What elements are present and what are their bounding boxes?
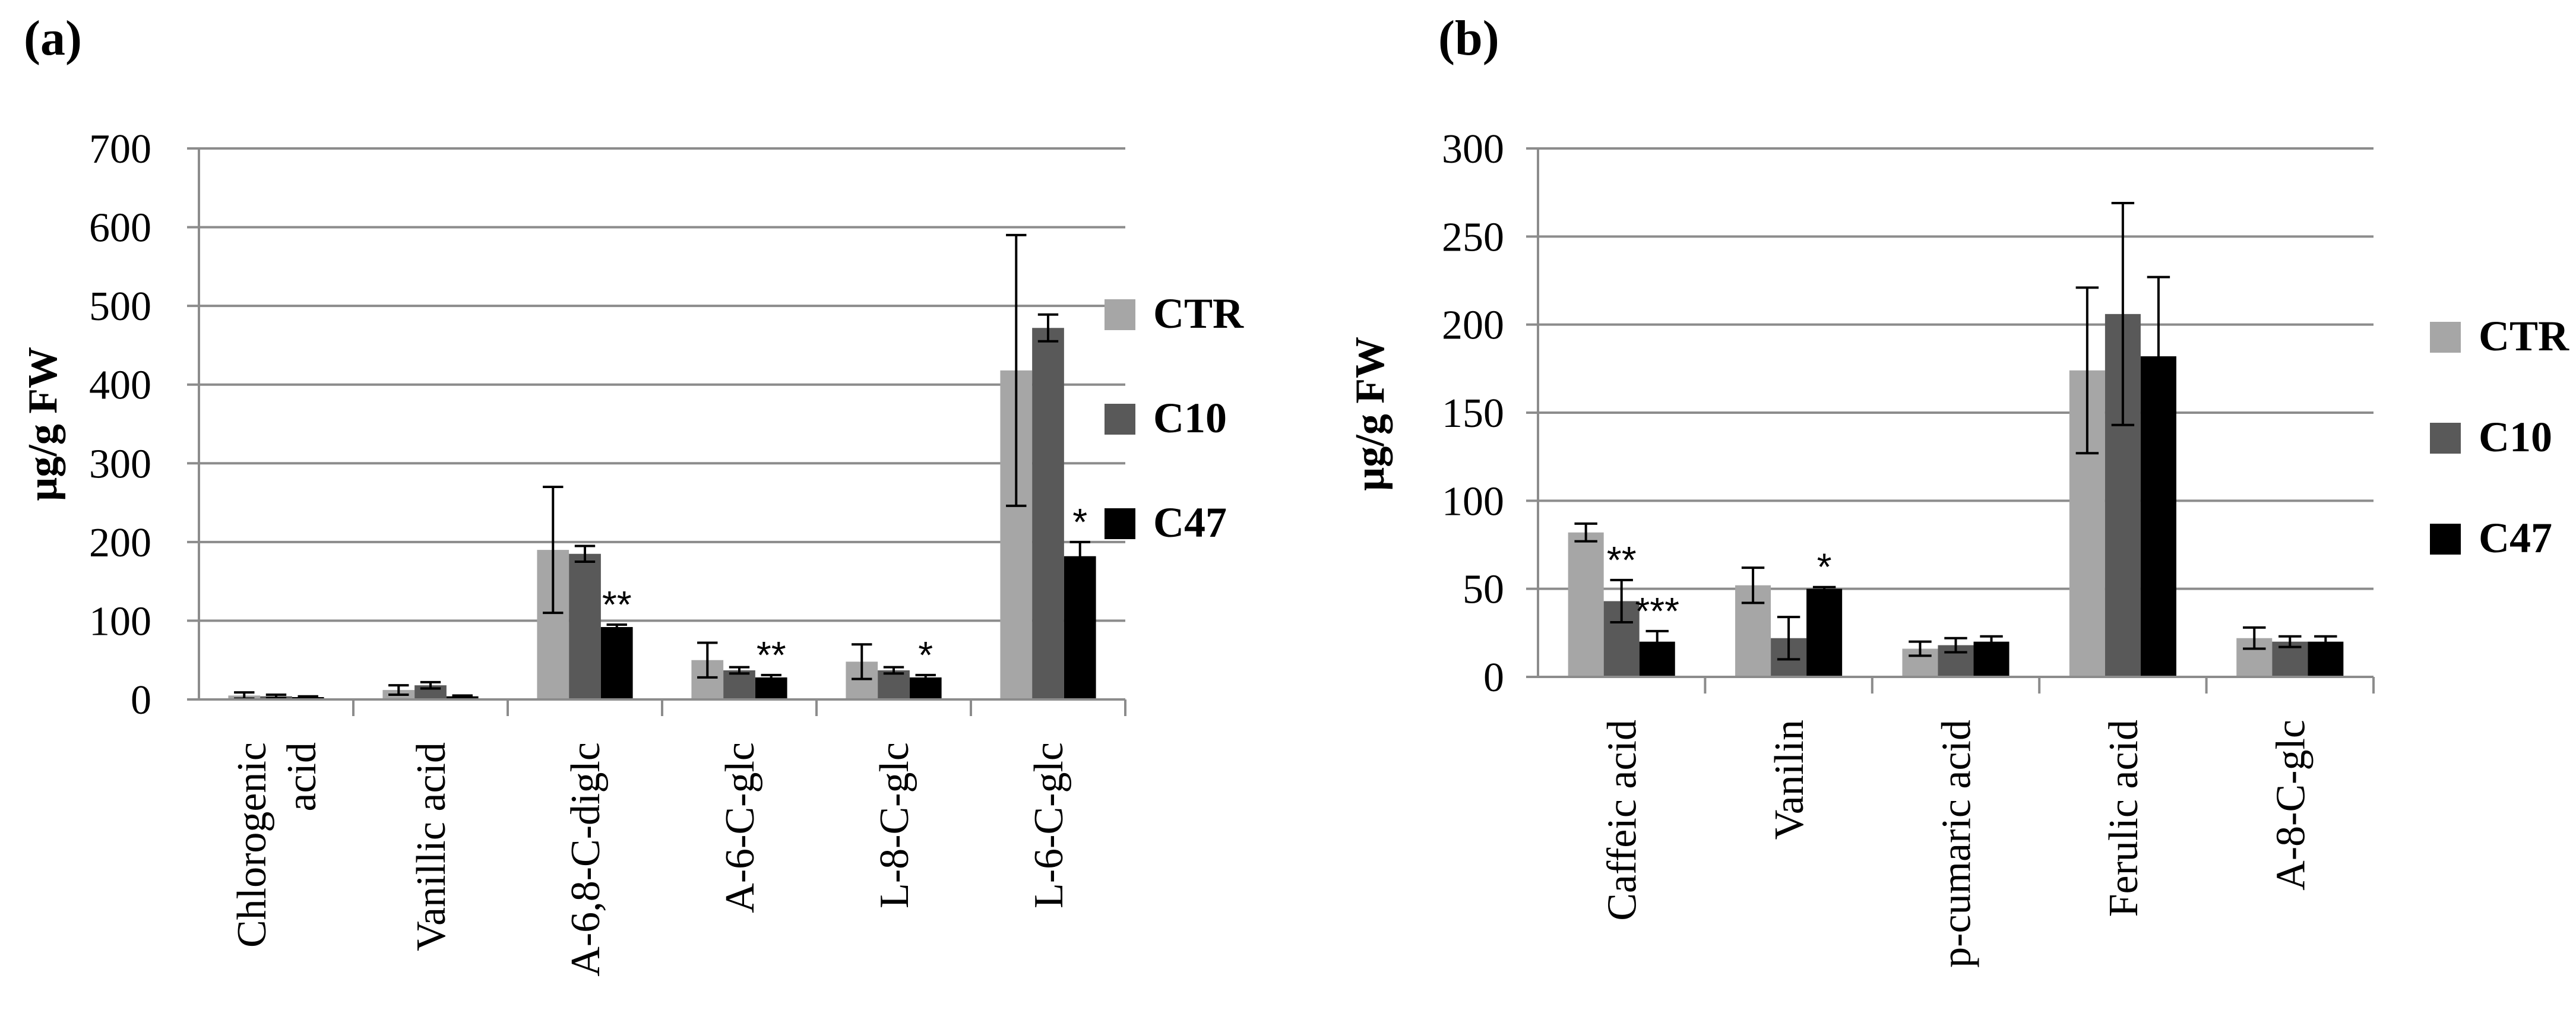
y-tick-label: 100	[1442, 479, 1504, 524]
significance-marker: **	[1607, 539, 1637, 581]
significance-marker: **	[757, 634, 786, 676]
significance-marker: **	[602, 583, 632, 626]
x-category-label: L-8-C-glc	[872, 742, 917, 908]
legend-swatch-c47	[2430, 524, 2461, 555]
bar-c47	[1806, 588, 1843, 677]
legend-swatch-ctr	[2430, 322, 2461, 353]
y-tick-label: 200	[89, 520, 151, 566]
y-tick-label: 100	[89, 599, 151, 644]
bar-c47	[1064, 556, 1096, 699]
bar-c10	[723, 670, 755, 699]
x-category-label: A-8-C-glc	[2268, 720, 2314, 891]
bar-c10	[1032, 328, 1064, 699]
bar-ctr	[1568, 532, 1604, 677]
x-category-label: Vanilin	[1767, 720, 1812, 840]
legend-swatch-c47	[1105, 508, 1135, 539]
legend-label-ctr: CTR	[1153, 290, 1244, 337]
y-tick-label: 300	[1442, 126, 1504, 172]
legend-label-ctr: CTR	[2479, 312, 2569, 360]
x-category-label: L-6-C-glc	[1026, 742, 1072, 908]
bar-c10	[878, 670, 910, 699]
y-tick-label: 0	[1483, 655, 1504, 701]
significance-marker: *	[1072, 501, 1087, 543]
legend-label-c10: C10	[2479, 413, 2552, 461]
x-category-label: A-6-C-glc	[717, 742, 763, 913]
y-tick-label: 50	[1463, 567, 1504, 613]
legend-swatch-c10	[2430, 423, 2461, 454]
y-axis-label: µg/g FW	[20, 347, 66, 501]
significance-marker: ***	[1635, 590, 1679, 632]
bar-c47	[600, 627, 633, 699]
significance-marker: *	[918, 634, 933, 676]
y-tick-label: 250	[1442, 214, 1504, 260]
y-axis-label: µg/g FW	[1347, 337, 1393, 491]
legend-swatch-c10	[1105, 404, 1135, 435]
legend-label-c47: C47	[2479, 514, 2552, 562]
x-category-label: Ferulic acid	[2101, 720, 2147, 917]
y-tick-label: 700	[89, 126, 151, 172]
panel-label: (a)	[24, 11, 82, 66]
bar-c10	[569, 553, 601, 699]
chart-panel-a: (a) 0 100 200 300 400 500 600 700 µg/g FW Chloroge…	[20, 11, 1244, 977]
y-tick-label: 500	[89, 284, 151, 330]
y-tick-label: 200	[1442, 303, 1504, 349]
significance-marker: *	[1817, 546, 1832, 588]
x-category-label: Chlorogenic	[229, 742, 275, 948]
legend-label-c10: C10	[1153, 394, 1227, 442]
y-tick-label: 300	[89, 441, 151, 487]
x-category-label: Caffeic acid	[1600, 720, 1645, 921]
x-category-label: Vanillic acid	[409, 742, 454, 951]
x-category-label: A-6,8-C-diglc	[563, 742, 609, 977]
y-tick-label: 400	[89, 363, 151, 409]
x-category-label: acid	[279, 742, 325, 812]
y-tick-label: 600	[89, 205, 151, 251]
y-tick-label: 0	[131, 677, 151, 723]
legend-swatch-ctr	[1105, 299, 1135, 330]
legend-label-c47: C47	[1153, 499, 1227, 546]
x-category-label: p-cumaric acid	[1934, 720, 1980, 968]
bar-c47	[909, 677, 942, 699]
bar-c47	[755, 677, 787, 699]
y-tick-label: 150	[1442, 391, 1504, 436]
panel-label: (b)	[1438, 11, 1499, 66]
